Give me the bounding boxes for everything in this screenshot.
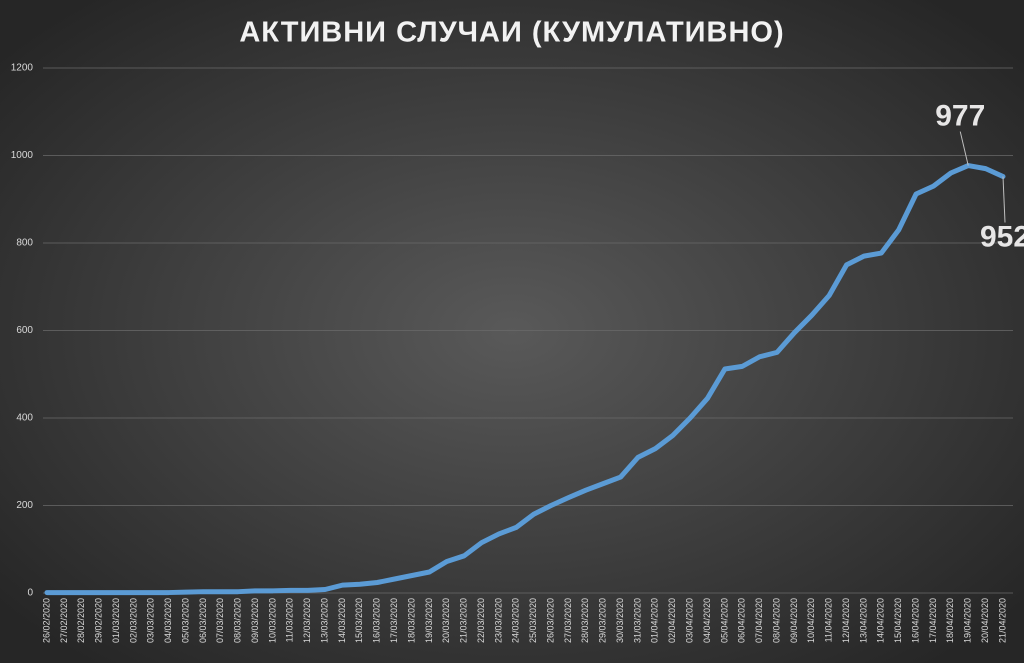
x-tick-label: 16/03/2020: [372, 598, 382, 643]
x-tick-label: 15/03/2020: [354, 598, 364, 643]
x-tick-label: 07/04/2020: [754, 598, 764, 643]
x-tick-label: 18/03/2020: [406, 598, 416, 643]
x-tick-label: 05/03/2020: [180, 598, 190, 643]
x-tick-label: 23/03/2020: [493, 598, 503, 643]
x-tick-label: 17/04/2020: [928, 598, 938, 643]
x-tick-label: 14/03/2020: [337, 598, 347, 643]
x-tick-label: 08/03/2020: [233, 598, 243, 643]
x-tick-label: 17/03/2020: [389, 598, 399, 643]
data-label: 952: [980, 220, 1024, 253]
x-tick-label: 25/03/2020: [528, 598, 538, 643]
x-tick-label: 10/03/2020: [267, 598, 277, 643]
x-tick-label: 01/04/2020: [650, 598, 660, 643]
y-tick-label: 400: [16, 413, 33, 424]
x-tick-label: 29/03/2020: [598, 598, 608, 643]
x-tick-label: 07/03/2020: [215, 598, 225, 643]
leader-line: [1002, 176, 1006, 223]
x-tick-label: 19/04/2020: [963, 598, 973, 643]
x-tick-label: 04/04/2020: [702, 598, 712, 643]
x-tick-label: 02/04/2020: [667, 598, 677, 643]
x-tick-label: 24/03/2020: [511, 598, 521, 643]
x-tick-label: 08/04/2020: [771, 598, 781, 643]
y-tick-label: 0: [27, 588, 33, 599]
data-label: 977: [935, 99, 985, 132]
x-tick-label: 18/04/2020: [945, 598, 955, 643]
x-tick-label: 13/04/2020: [858, 598, 868, 643]
y-tick-label: 1200: [11, 63, 34, 74]
y-tick-label: 800: [16, 238, 33, 249]
x-tick-label: 22/03/2020: [476, 598, 486, 643]
x-tick-label: 27/02/2020: [59, 598, 69, 643]
x-tick-label: 20/04/2020: [980, 598, 990, 643]
x-tick-label: 09/04/2020: [789, 598, 799, 643]
x-tick-label: 26/02/2020: [41, 598, 51, 643]
x-tick-label: 31/03/2020: [632, 598, 642, 643]
line: [44, 163, 1006, 596]
x-tick-label: 03/03/2020: [146, 598, 156, 643]
x-tick-label: 13/03/2020: [319, 598, 329, 643]
x-tick-label: 02/03/2020: [128, 598, 138, 643]
x-tick-label: 26/03/2020: [545, 598, 555, 643]
x-tick-label: 01/03/2020: [111, 598, 121, 643]
x-tick-label: 03/04/2020: [685, 598, 695, 643]
chart-title: АКТИВНИ СЛУЧАИ (КУМУЛАТИВНО): [239, 17, 784, 49]
x-tick-label: 14/04/2020: [876, 598, 886, 643]
x-tick-label: 16/04/2020: [910, 598, 920, 643]
x-tick-label: 28/02/2020: [76, 598, 86, 643]
y-tick-label: 600: [16, 325, 33, 336]
x-tick-label: 10/04/2020: [806, 598, 816, 643]
x-tick-label: 27/03/2020: [563, 598, 573, 643]
x-tick-label: 15/04/2020: [893, 598, 903, 643]
y-tick-label: 1000: [11, 150, 34, 161]
x-tick-label: 05/04/2020: [719, 598, 729, 643]
x-tick-label: 11/04/2020: [824, 598, 834, 642]
y-tick-label: 200: [16, 500, 33, 511]
x-tick-label: 06/04/2020: [737, 598, 747, 643]
x-tick-label: 29/02/2020: [94, 598, 104, 643]
x-tick-label: 21/04/2020: [997, 598, 1007, 643]
x-tick-label: 12/03/2020: [302, 598, 312, 643]
x-tick-label: 04/03/2020: [163, 598, 173, 643]
x-tick-label: 21/03/2020: [459, 598, 469, 643]
x-tick-label: 28/03/2020: [580, 598, 590, 643]
x-tick-label: 06/03/2020: [198, 598, 208, 643]
x-tick-label: 19/03/2020: [424, 598, 434, 643]
x-tick-label: 11/03/2020: [285, 598, 295, 642]
x-tick-label: 20/03/2020: [441, 598, 451, 643]
leader-line: [959, 131, 969, 166]
x-tick-label: 30/03/2020: [615, 598, 625, 643]
x-tick-label: 12/04/2020: [841, 598, 851, 643]
x-tick-label: 09/03/2020: [250, 598, 260, 643]
